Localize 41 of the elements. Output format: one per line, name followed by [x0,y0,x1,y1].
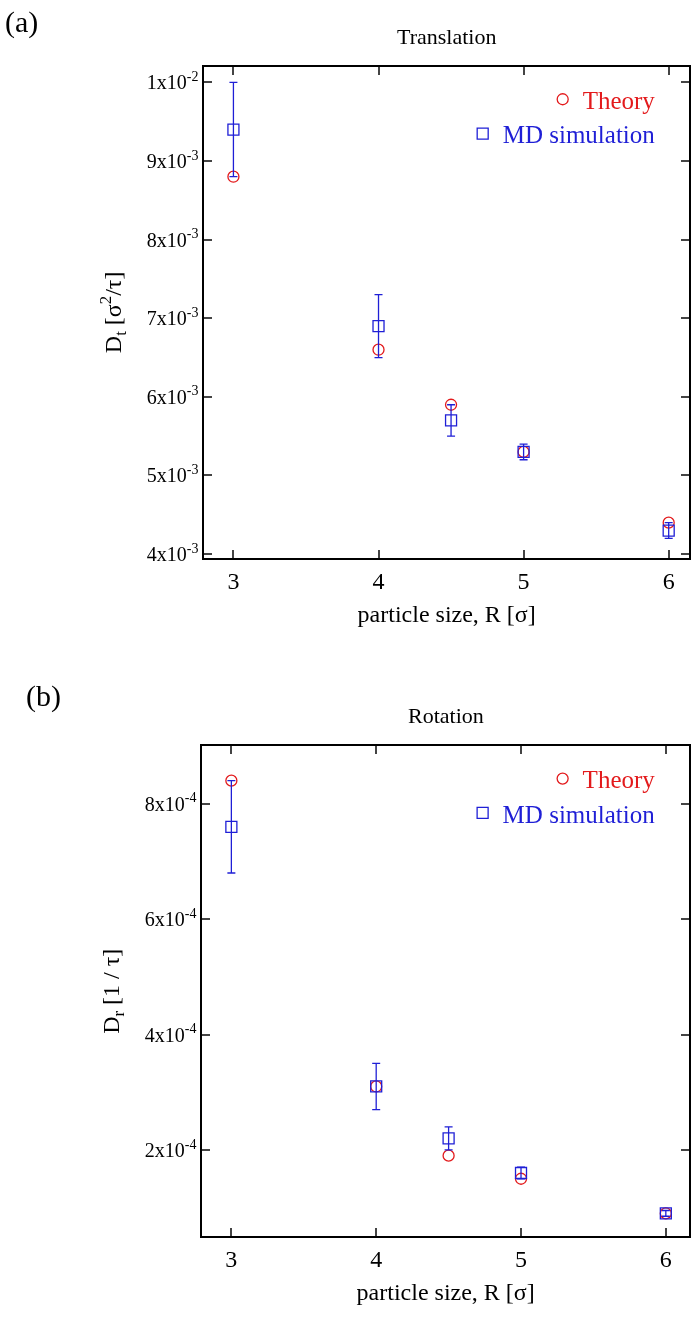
y-tick-label: 8x10$^{-3}$ [146,226,199,251]
x-tick-label: 5 [515,1246,528,1273]
legend-label: MD simulation [502,800,656,828]
point [442,1132,455,1145]
y-tick-label: 1x10$^{-2}$ [146,68,199,94]
y-tick-label: 6x10$^{-3}$ [146,383,199,408]
x-axis-title: particle size, R [σ] [356,1279,535,1306]
point [372,319,385,333]
point [225,774,238,787]
x-tick-label: 4 [370,1246,383,1273]
text: (a) [5,5,39,39]
point [225,820,238,833]
x-tick-label: 4 [372,567,385,594]
legend-label: Theory [582,766,656,794]
point [372,343,385,356]
legend-label: MD simulation [502,121,656,149]
y-tick-label: 6x10$^{-4}$ [144,905,197,931]
y-tick-label: 5x10$^{-3}$ [146,462,199,487]
point [514,1172,528,1185]
y-tick-label: 4x10$^{-3}$ [146,540,199,566]
point [662,516,675,529]
point [442,1149,455,1162]
x-axis-title: particle size, R [σ] [357,600,536,627]
y-tick-label: 7x10$^{-3}$ [146,304,199,330]
x-tick-label: 3 [225,1246,238,1273]
y-tick-label: 4x10$^{-4}$ [144,1021,197,1046]
point [444,398,458,411]
point [227,170,240,183]
y-tick-label: 8x10$^{-4}$ [144,790,197,815]
y-tick-label: 9x10$^{-3}$ [146,147,199,172]
x-tick-label: 6 [659,1246,672,1273]
point [227,123,240,136]
x-tick-label: 6 [662,567,675,594]
legend-label: Theory [582,86,656,114]
x-tick-label: 3 [227,567,240,594]
y-tick-label: 2x10$^{-4}$ [144,1136,197,1161]
point [444,414,458,427]
chart-title: Rotation [408,703,484,728]
x-tick-label: 5 [517,567,530,594]
chart-title: Translation [397,24,497,49]
text: (b) [26,679,61,713]
